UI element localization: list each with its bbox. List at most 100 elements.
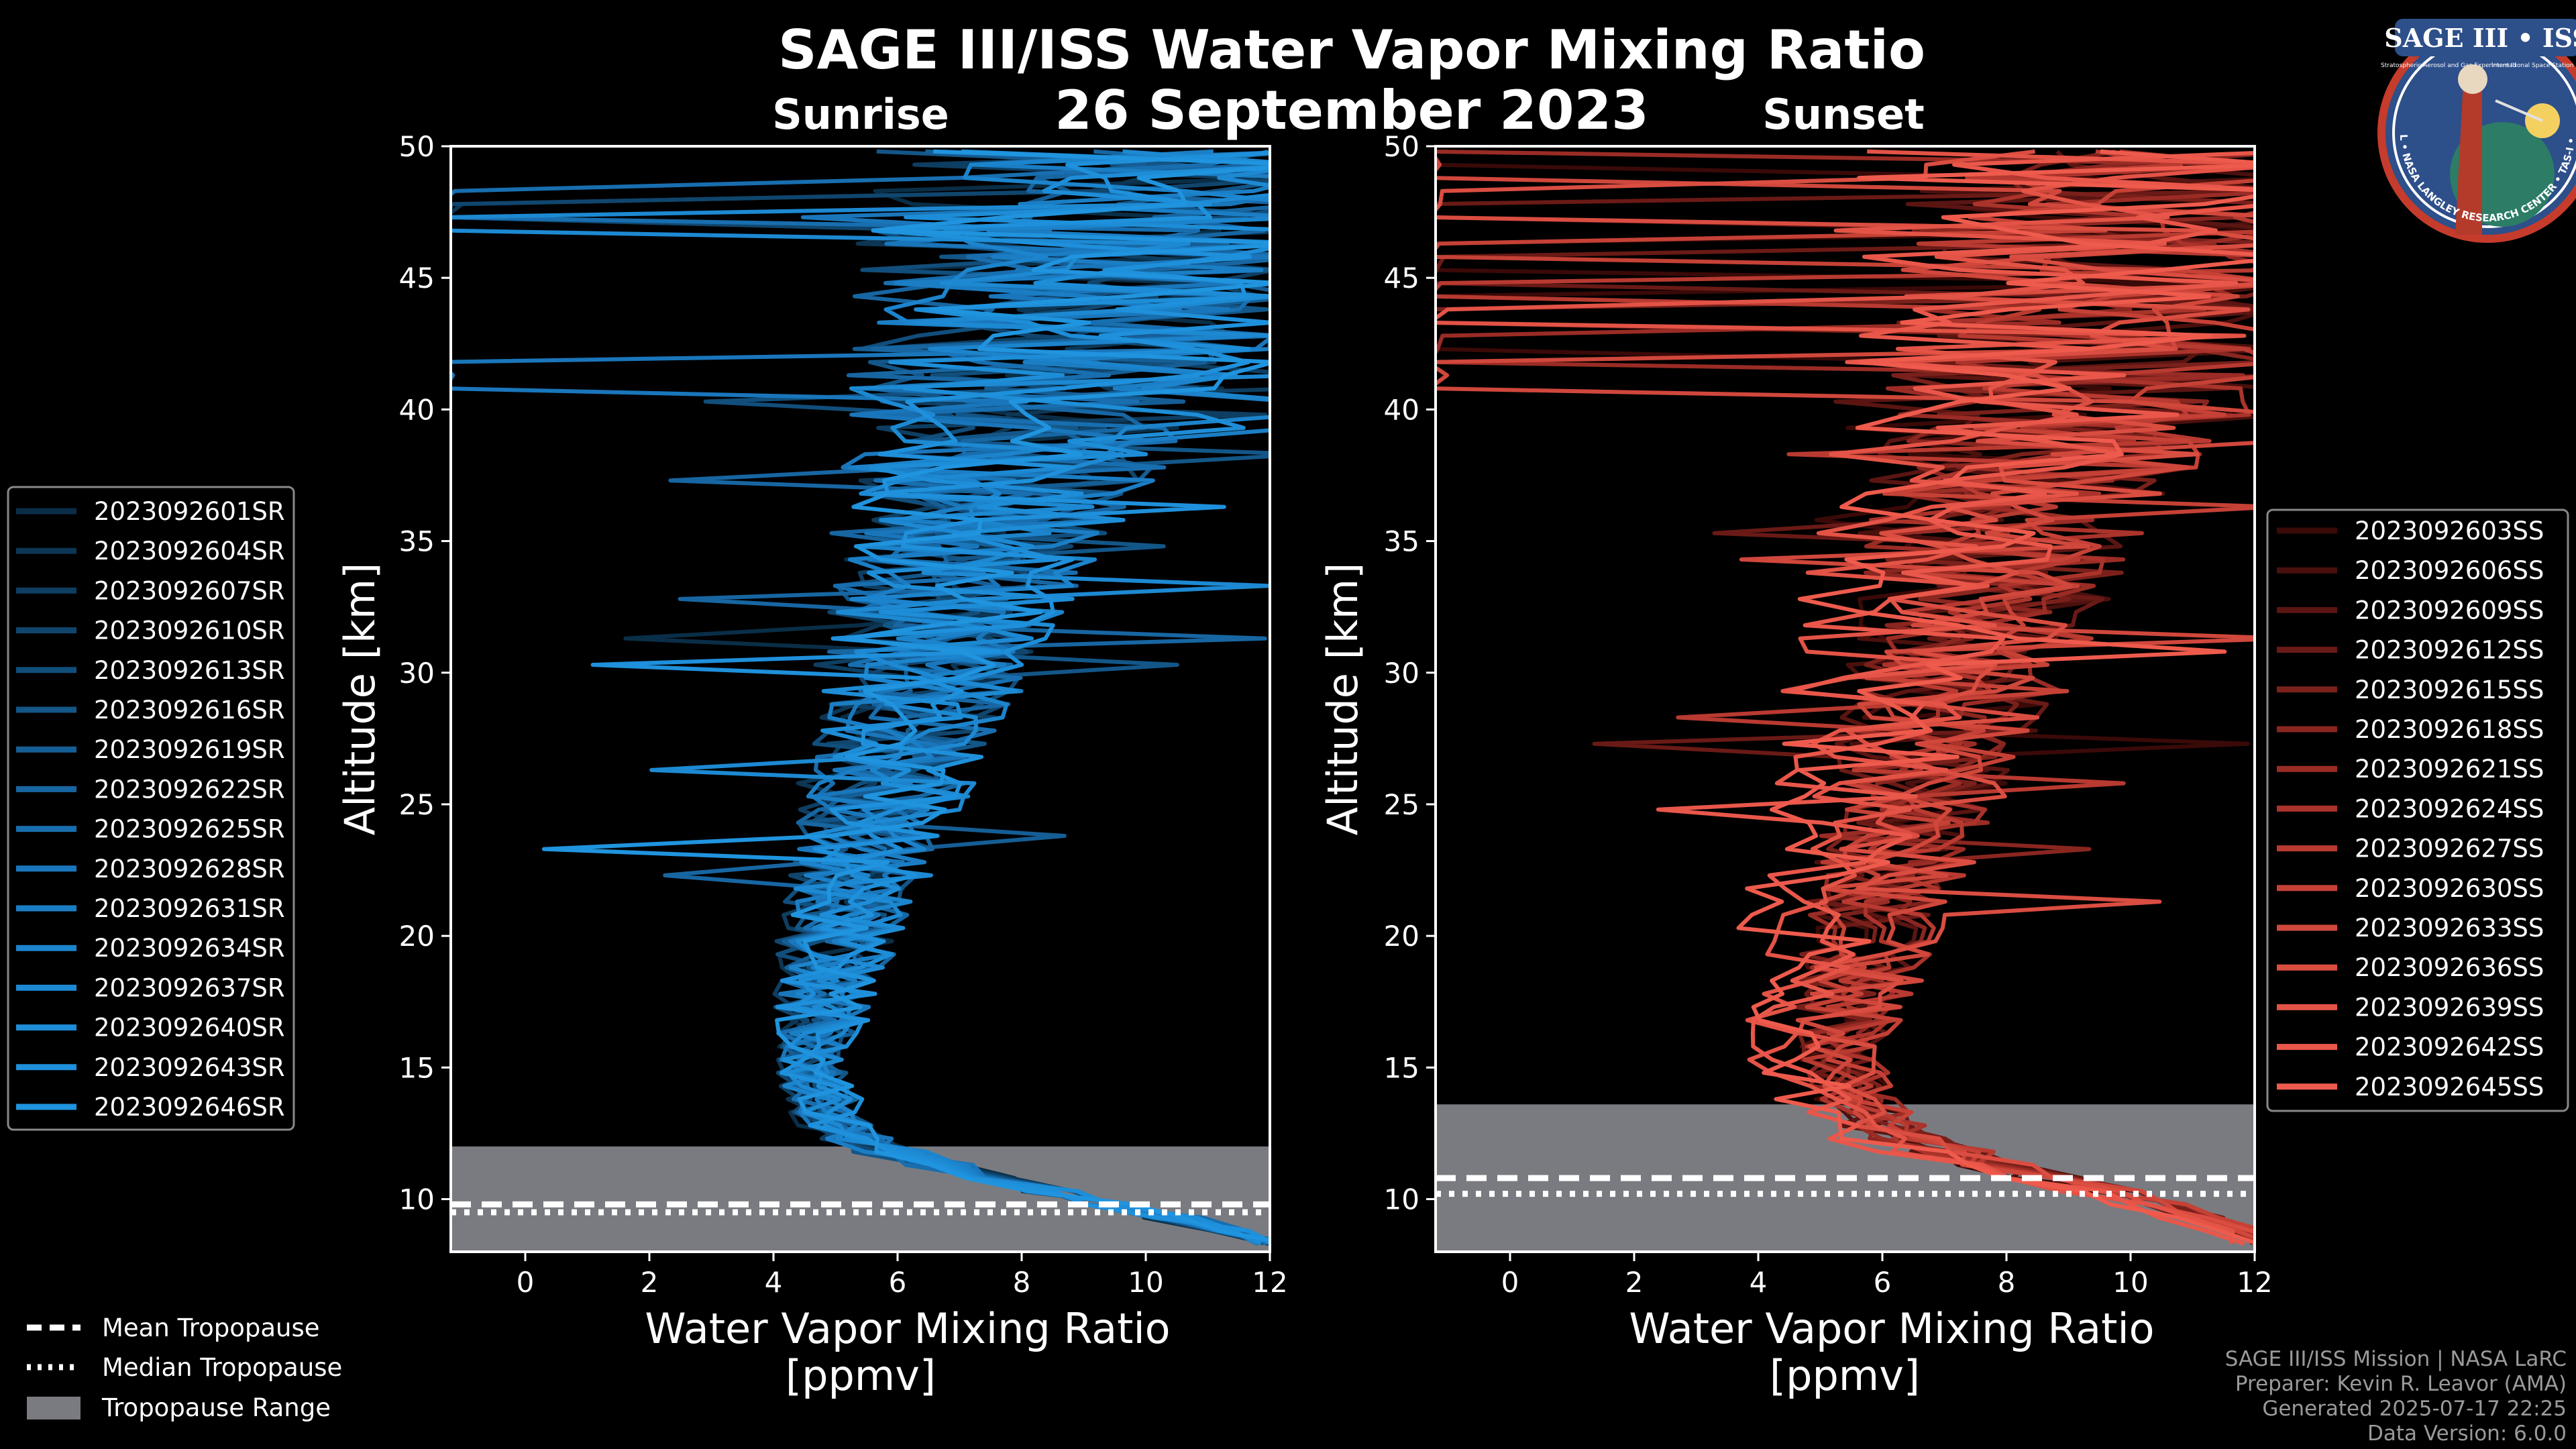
sunset-profile-2023092642SS [1656, 150, 2255, 1246]
patch-face [2458, 64, 2487, 94]
patch-title-band [2395, 19, 2576, 56]
sunrise-legend-label: 2023092604SR [94, 537, 285, 566]
sunrise-legend-label: 2023092613SR [94, 656, 285, 685]
credit-mission: SAGE III/ISS Mission | NASA LaRC [2225, 1347, 2567, 1371]
sunset-axes-frame [1434, 145, 2256, 1253]
credit-preparer: Preparer: Kevin R. Leavor (AMA) [2235, 1372, 2567, 1396]
sunrise-legend-label: 2023092607SR [94, 576, 285, 605]
sunrise-x-tick-label: 4 [765, 1266, 783, 1299]
sunset-legend-label: 2023092618SS [2355, 715, 2544, 744]
sunset-legend-label: 2023092633SS [2355, 914, 2544, 943]
sunrise-profile-2023092646SR [541, 149, 1270, 1243]
sunset-y-ticks: 10 15 20 25 30 35 40 45 50 [1384, 130, 1436, 1216]
sunset-legend-label: 2023092606SS [2355, 556, 2544, 585]
sunset-chart: 0 2 4 6 8 10 12 10 15 20 25 30 35 40 45 50 Water Vapor… [1318, 130, 2273, 1400]
figure-date: 26 September 2023 [1055, 79, 1649, 142]
sunrise-x-tick-label: 6 [889, 1266, 907, 1299]
sunrise-x-tick-label: 0 [517, 1266, 535, 1299]
sunset-legend-label: 2023092645SS [2355, 1073, 2544, 1102]
sunset-y-tick-label: 20 [1384, 920, 1419, 953]
sunrise-legend-label: 2023092610SR [94, 616, 285, 645]
sunrise-y-tick-label: 50 [399, 130, 435, 163]
sunset-y-tick-label: 40 [1384, 393, 1419, 426]
sunrise-axes-frame [449, 145, 1271, 1253]
sunrise-x-tick-label: 8 [1013, 1266, 1031, 1299]
sunset-legend-label: 2023092624SS [2355, 794, 2544, 823]
sunrise-legend-label: 2023092628SR [94, 855, 285, 883]
sunrise-legend-label: 2023092631SR [94, 894, 285, 923]
sunset-profiles [1436, 149, 2255, 1246]
sunset-legend-label: 2023092630SS [2355, 874, 2544, 903]
sunset-profile-2023092630SS [1436, 178, 2255, 1230]
sunrise-y-tick-label: 25 [399, 788, 435, 821]
sunset-y-tick-label: 15 [1384, 1051, 1419, 1084]
sunrise-legend-label: 2023092643SR [94, 1053, 285, 1082]
sunset-legend-label: 2023092615SS [2355, 676, 2544, 704]
sunrise-legend-label: 2023092625SR [94, 815, 285, 844]
sunrise-x-tick-label: 12 [1252, 1266, 1287, 1299]
sunrise-legend-label: 2023092616SR [94, 696, 285, 724]
sunrise-profile-2023092643SR [590, 151, 1270, 1244]
sunrise-profiles [451, 149, 1270, 1246]
sunrise-legend-label: 2023092622SR [94, 775, 285, 804]
sunset-y-tick-label: 50 [1384, 130, 1419, 163]
credits: SAGE III/ISS Mission | NASA LaRC Prepare… [2225, 1347, 2567, 1446]
patch-subtitle-left: Stratospheric Aerosol and Gas Experiment… [2381, 62, 2516, 69]
sunrise-x-ticks: 0 2 4 6 8 10 12 [517, 1252, 1288, 1299]
patch-subtitle-right: International Space Station [2491, 62, 2574, 69]
tropopause-range-label: Tropopause Range [101, 1393, 331, 1422]
tropopause-legend: Mean Tropopause Median Tropopause Tropop… [27, 1313, 342, 1422]
sunset-y-tick-label: 45 [1384, 262, 1419, 294]
sunrise-y-ticks: 10 15 20 25 30 35 40 45 50 [399, 130, 451, 1216]
sunrise-chart: 0 2 4 6 8 10 12 10 15 20 25 30 35 40 45 50 Water Vapor… [335, 130, 1288, 1400]
sunrise-legend-label: 2023092637SR [94, 973, 285, 1002]
median-tropopause-label: Median Tropopause [102, 1353, 342, 1382]
sunset-x-tick-label: 6 [1874, 1266, 1892, 1299]
sunset-tropopause-lines [1436, 1175, 2255, 1197]
sunrise-x-tick-label: 2 [641, 1266, 659, 1299]
sunrise-tropopause-lines [451, 1201, 1270, 1216]
credit-generated: Generated 2025-07-17 22:25 [2262, 1397, 2567, 1421]
sunrise-legend-label: 2023092601SR [94, 497, 285, 526]
sunset-y-tick-label: 35 [1384, 525, 1419, 558]
sunrise-legend-label: 2023092640SR [94, 1014, 285, 1042]
sunset-legend-label: 2023092636SS [2355, 953, 2544, 982]
sunset-x-tick-label: 4 [1750, 1266, 1768, 1299]
sunset-x-axis-label: Water Vapor Mixing Ratio [1629, 1304, 2154, 1353]
sunset-legend-label: 2023092621SS [2355, 755, 2544, 784]
sunset-x-tick-label: 8 [1998, 1266, 2016, 1299]
sunset-legend-label: 2023092603SS [2355, 517, 2544, 545]
figure-title: SAGE III/ISS Water Vapor Mixing Ratio [778, 19, 1925, 81]
sunset-x-tick-label: 2 [1625, 1266, 1644, 1299]
sunset-x-tick-label: 10 [2112, 1266, 2148, 1299]
sunrise-y-tick-label: 10 [399, 1183, 435, 1216]
sunrise-legend: 2023092601SR 2023092604SR 2023092607SR 2023… [7, 486, 295, 1131]
sunset-y-tick-label: 10 [1384, 1183, 1419, 1216]
sunrise-legend-box [7, 486, 295, 1131]
sunset-profile-2023092645SS [1736, 149, 2255, 1245]
patch-beam [2495, 99, 2543, 122]
sunrise-y-tick-label: 45 [399, 262, 435, 294]
sunset-legend-box [2266, 508, 2569, 1112]
sunrise-panel-title: Sunrise [772, 90, 949, 139]
sunrise-y-tick-label: 40 [399, 393, 435, 426]
sunrise-tropopause-range-band [451, 1146, 1270, 1252]
sunrise-legend-label: 2023092619SR [94, 735, 285, 764]
sunrise-tropopause-layer [451, 1146, 1270, 1252]
sunrise-x-axis-label: Water Vapor Mixing Ratio [645, 1304, 1170, 1353]
sunset-legend: 2023092603SS 2023092606SS 2023092609SS 2023… [2266, 508, 2569, 1112]
sunset-x-ticks: 0 2 4 6 8 10 12 [1501, 1252, 2273, 1299]
sunset-y-axis-label: Altitude [km] [1318, 563, 1367, 836]
patch-title: SAGE III • ISS [2384, 23, 2576, 53]
credit-data-version: Data Version: 6.0.0 [2367, 1421, 2567, 1446]
sunrise-y-tick-label: 15 [399, 1051, 435, 1084]
sunset-y-tick-label: 25 [1384, 788, 1419, 821]
sunset-y-tick-label: 30 [1384, 657, 1419, 690]
sunrise-legend-label: 2023092634SR [94, 934, 285, 963]
sunset-x-axis-label-unit: [ppmv] [1770, 1351, 1920, 1400]
sunrise-y-tick-label: 35 [399, 525, 435, 558]
mean-tropopause-label: Mean Tropopause [102, 1313, 320, 1342]
sunset-panel-title: Sunset [1762, 90, 1925, 139]
sunrise-legend-label: 2023092646SR [94, 1093, 285, 1122]
